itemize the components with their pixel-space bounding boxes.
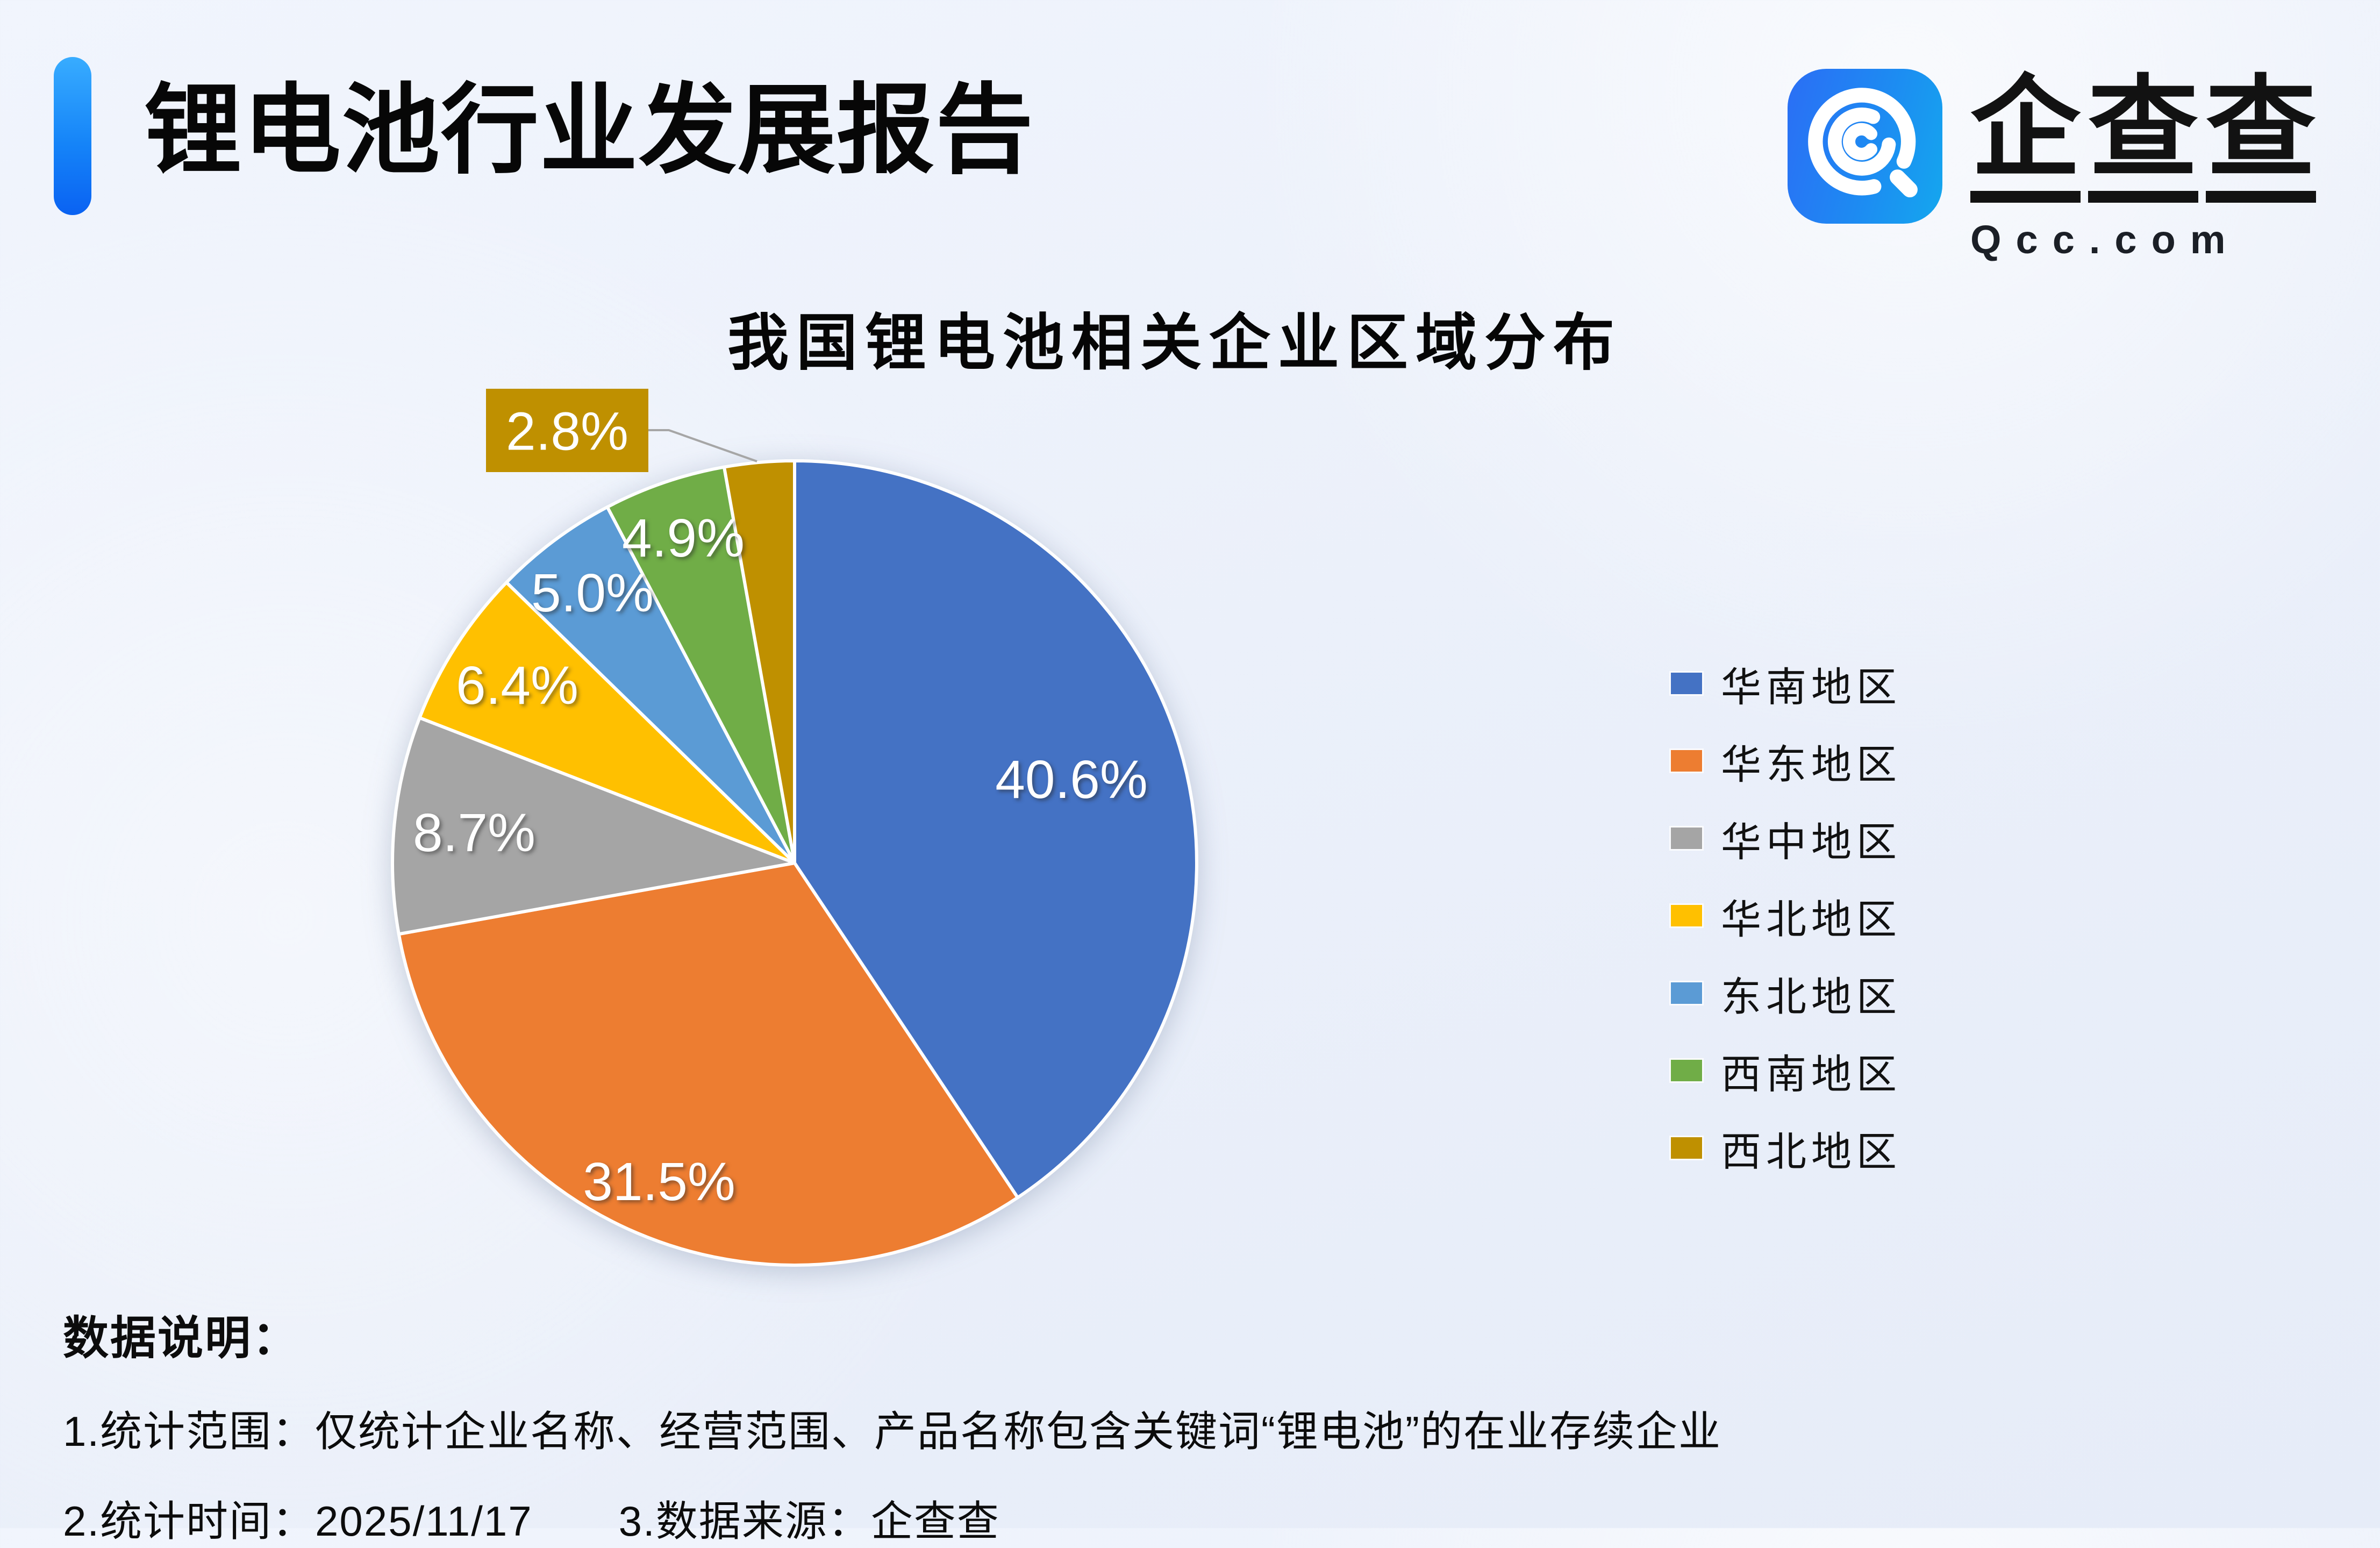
notes-heading: 数据说明：: [63, 1313, 300, 1364]
pie-slice-label: 6.4%: [456, 655, 578, 716]
title-accent-bar: [54, 57, 91, 215]
wordmark-char: 查: [2088, 69, 2198, 203]
legend-label: 华南地区: [1721, 664, 1902, 710]
qcc-logo: 企 查 查 Qcc.com: [1788, 69, 2316, 262]
pie-slice: [391, 716, 796, 936]
legend-swatch-icon: [1669, 1058, 1704, 1083]
pie-slice-label: 4.9%: [622, 508, 745, 568]
legend-label: 西北地区: [1721, 1129, 1902, 1174]
legend-swatch-icon: [1669, 903, 1704, 928]
pie-slice: [418, 581, 796, 865]
qcc-wordmark: 企 查 查: [1970, 69, 2316, 203]
legend-item: 东北地区: [1669, 972, 1902, 1019]
pie-slice: [505, 505, 796, 865]
pie-slice-label: 40.6%: [995, 750, 1148, 810]
wordmark-char: 企: [1970, 69, 2081, 203]
legend-label: 华北地区: [1721, 896, 1902, 942]
pie-slice: [397, 861, 1019, 1267]
qcc-logo-text: 企 查 查 Qcc.com: [1970, 69, 2316, 262]
legend-label: 华中地区: [1721, 819, 1902, 865]
legend-swatch-icon: [1669, 981, 1704, 1005]
page-title: 锂电池行业发展报告: [144, 75, 1034, 185]
wordmark-char: 查: [2206, 69, 2316, 203]
notes-line-scope: 1.统计范围：仅统计企业名称、经营范围、产品名称包含关键词“锂电池”的在业存续企…: [63, 1408, 1722, 1455]
pie-slice: [605, 465, 796, 865]
legend-label: 华东地区: [1721, 741, 1902, 787]
legend-item: 西北地区: [1669, 1127, 1902, 1174]
legend-swatch-icon: [1669, 1136, 1704, 1160]
data-notes: 数据说明： 1.统计范围：仅统计企业名称、经营范围、产品名称包含关键词“锂电池”…: [63, 1301, 1721, 1548]
pie-slice: [723, 459, 796, 865]
callout-box: [486, 389, 648, 472]
pie-slice-label: 31.5%: [583, 1152, 735, 1212]
legend-swatch-icon: [1669, 748, 1704, 773]
chart-title: 我国锂电池相关企业区域分布: [727, 309, 1623, 377]
legend-swatch-icon: [1669, 671, 1704, 696]
chart-legend: 华南地区 华东地区 华中地区 华北地区 东北地区 西南地区 西北地区: [1669, 662, 1902, 1174]
notes-line-date-source: 2.统计时间：2025/11/17 3.数据来源：企查查: [63, 1497, 1000, 1545]
qcc-domain-text: Qcc.com: [1970, 217, 2240, 262]
legend-item: 华东地区: [1669, 740, 1902, 787]
legend-item: 华中地区: [1669, 817, 1902, 865]
legend-item: 西南地区: [1669, 1050, 1902, 1097]
callout-leader-line: [648, 429, 757, 462]
legend-item: 华北地区: [1669, 895, 1902, 942]
pie-slice-label: 8.7%: [413, 803, 535, 863]
qcc-magnifier-glyph: [1808, 88, 1918, 198]
pie-slice-label: 5.0%: [531, 563, 654, 623]
legend-label: 西南地区: [1721, 1051, 1902, 1097]
callout-label: 2.8%: [506, 402, 628, 462]
qcc-magnifier-icon: [1788, 69, 1942, 224]
legend-item: 华南地区: [1669, 662, 1902, 710]
legend-label: 东北地区: [1721, 974, 1902, 1019]
legend-swatch-icon: [1669, 826, 1704, 851]
